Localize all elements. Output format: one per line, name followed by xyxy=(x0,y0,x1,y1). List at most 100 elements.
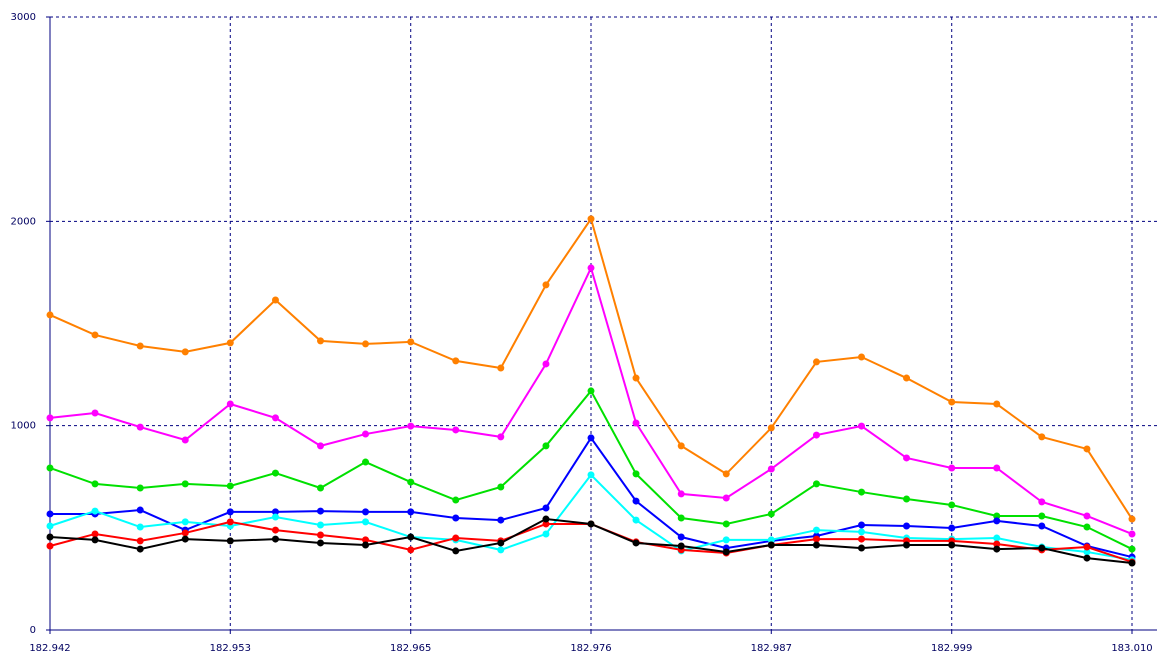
data-point xyxy=(632,419,640,427)
data-point xyxy=(993,545,1001,553)
data-point xyxy=(1083,512,1091,520)
data-point xyxy=(542,442,550,450)
y-tick-label: 1000 xyxy=(11,421,36,432)
x-tick-label: 182.999 xyxy=(931,643,972,654)
data-point xyxy=(362,340,370,348)
data-point xyxy=(136,523,144,531)
data-point xyxy=(452,496,460,504)
data-point xyxy=(91,409,99,417)
data-point xyxy=(542,360,550,368)
data-point xyxy=(497,546,505,554)
data-point xyxy=(903,374,911,382)
data-point xyxy=(948,398,956,406)
data-point xyxy=(497,483,505,491)
data-point xyxy=(362,458,370,466)
data-point xyxy=(903,522,911,530)
data-point xyxy=(271,414,279,422)
data-point xyxy=(948,541,956,549)
data-point xyxy=(767,536,775,544)
data-point xyxy=(91,536,99,544)
data-point xyxy=(1038,544,1046,552)
data-point xyxy=(362,430,370,438)
data-point xyxy=(181,529,189,537)
data-point xyxy=(948,524,956,532)
x-tick-label: 182.976 xyxy=(570,643,611,654)
data-point xyxy=(722,536,730,544)
data-point xyxy=(677,533,685,541)
data-point xyxy=(452,534,460,542)
data-point xyxy=(407,508,415,516)
data-point xyxy=(271,469,279,477)
data-point xyxy=(993,512,1001,520)
data-point xyxy=(46,464,54,472)
data-point xyxy=(181,480,189,488)
data-point xyxy=(858,488,865,496)
data-point xyxy=(858,353,865,361)
data-point xyxy=(181,436,189,444)
data-point xyxy=(632,539,640,547)
data-point xyxy=(632,374,640,382)
y-tick-label: 0 xyxy=(30,625,36,636)
data-point xyxy=(677,514,685,522)
data-point xyxy=(362,508,370,516)
data-point xyxy=(632,516,640,524)
x-tick-label: 182.987 xyxy=(751,643,792,654)
data-point xyxy=(46,522,54,530)
data-point xyxy=(1038,512,1046,520)
data-point xyxy=(452,426,460,434)
data-point xyxy=(858,521,865,529)
data-point xyxy=(136,545,144,553)
data-point xyxy=(407,422,415,430)
data-point xyxy=(317,531,324,539)
data-point xyxy=(587,215,595,223)
data-point xyxy=(317,521,324,529)
data-point xyxy=(858,535,865,543)
data-point xyxy=(587,387,595,395)
data-point xyxy=(632,470,640,478)
y-tick-label: 2000 xyxy=(11,216,36,227)
data-point xyxy=(226,339,234,347)
data-point xyxy=(858,544,865,552)
data-point xyxy=(271,535,279,543)
data-point xyxy=(722,470,730,478)
data-point xyxy=(993,540,1001,548)
data-point xyxy=(1038,433,1046,441)
data-point xyxy=(136,342,144,350)
data-point xyxy=(226,400,234,408)
data-point xyxy=(948,464,956,472)
data-point xyxy=(407,338,415,346)
data-point xyxy=(91,331,99,339)
data-point xyxy=(226,508,234,516)
data-point xyxy=(677,442,685,450)
data-point xyxy=(181,348,189,356)
data-point xyxy=(587,471,595,479)
data-point xyxy=(993,464,1001,472)
data-point xyxy=(271,513,279,521)
data-point xyxy=(812,526,820,534)
data-point xyxy=(136,484,144,492)
data-point xyxy=(46,414,54,422)
data-point xyxy=(587,520,595,528)
data-point xyxy=(317,539,324,547)
data-point xyxy=(812,431,820,439)
data-point xyxy=(903,495,911,503)
data-point xyxy=(136,423,144,431)
data-point xyxy=(767,541,775,549)
data-point xyxy=(677,542,685,550)
y-tick-label: 3000 xyxy=(11,12,36,23)
data-point xyxy=(497,364,505,372)
data-point xyxy=(587,434,595,442)
data-point xyxy=(993,534,1001,542)
data-point xyxy=(767,424,775,432)
data-point xyxy=(587,264,595,272)
data-point xyxy=(46,510,54,518)
data-point xyxy=(542,530,550,538)
data-point xyxy=(542,504,550,512)
data-point xyxy=(317,337,324,345)
data-point xyxy=(542,520,550,528)
data-point xyxy=(91,507,99,515)
data-point xyxy=(993,400,1001,408)
data-point xyxy=(136,506,144,514)
data-point xyxy=(407,478,415,486)
data-point xyxy=(812,541,820,549)
